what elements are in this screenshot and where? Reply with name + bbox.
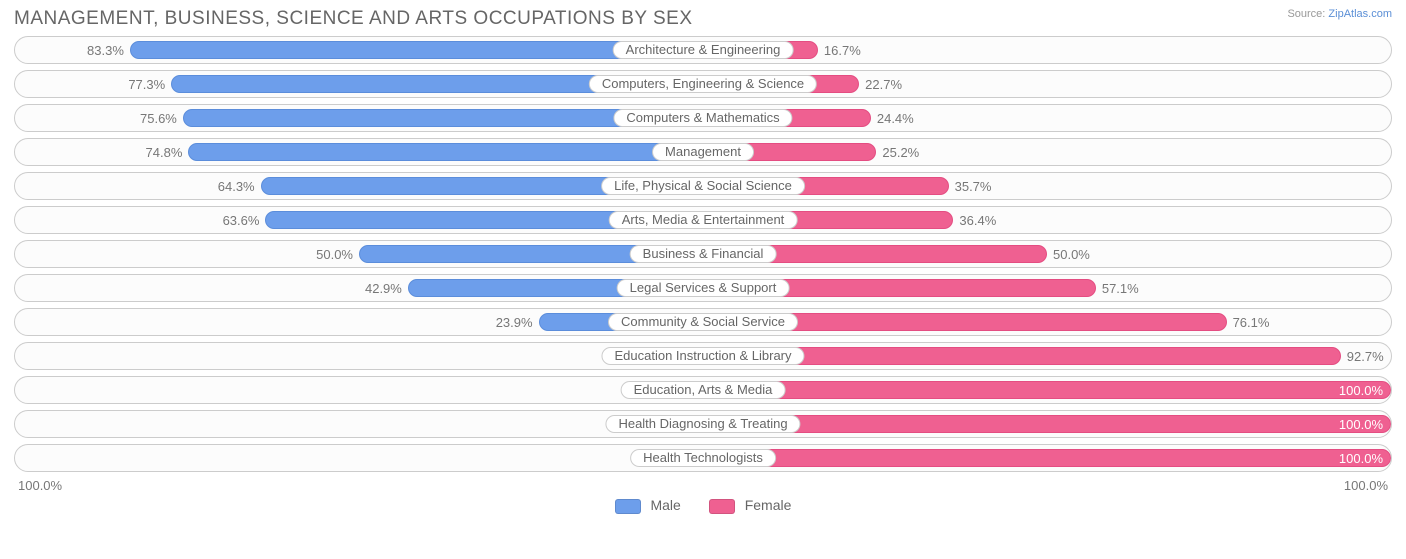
category-label: Life, Physical & Social Science (601, 177, 805, 195)
female-pct-label: 35.7% (949, 173, 992, 200)
chart-title: MANAGEMENT, BUSINESS, SCIENCE AND ARTS O… (14, 8, 693, 30)
category-label: Computers, Engineering & Science (589, 75, 817, 93)
occupations-by-sex-chart: 83.3% 16.7% Architecture & Engineering 77.3… (14, 36, 1392, 472)
chart-row: 42.9% 57.1% Legal Services & Support (14, 274, 1392, 302)
female-pct-label: 76.1% (1227, 309, 1270, 336)
chart-row: 0.0%100.0%Education, Arts & Media (14, 376, 1392, 404)
category-label: Computers & Mathematics (613, 109, 792, 127)
source-label: Source: (1287, 8, 1325, 20)
male-bar (188, 143, 703, 161)
category-label: Legal Services & Support (617, 279, 790, 297)
male-pct-label: 63.6% (223, 207, 266, 234)
female-pct-label: 25.2% (876, 139, 919, 166)
x-axis: 100.0% 100.0% (14, 478, 1392, 493)
chart-row: 7.3%92.7%Education Instruction & Library (14, 342, 1392, 370)
female-pct-label: 36.4% (953, 207, 996, 234)
male-pct-label: 77.3% (128, 71, 171, 98)
chart-row: 74.8% 25.2% Management (14, 138, 1392, 166)
category-label: Health Diagnosing & Treating (605, 415, 800, 433)
male-pct-label: 74.8% (146, 139, 189, 166)
axis-left-label: 100.0% (18, 478, 62, 493)
female-pct-label: 100.0% (1333, 445, 1383, 472)
source-attribution: Source: ZipAtlas.com (1287, 8, 1392, 20)
male-pct-label: 83.3% (87, 37, 130, 64)
chart-row: 63.6% 36.4% Arts, Media & Entertainment (14, 206, 1392, 234)
male-pct-label: 50.0% (316, 241, 359, 268)
category-label: Architecture & Engineering (613, 41, 794, 59)
female-pct-label: 100.0% (1333, 411, 1383, 438)
legend: Male Female (14, 497, 1392, 514)
female-pct-label: 22.7% (859, 71, 902, 98)
female-pct-label: 24.4% (871, 105, 914, 132)
legend-male-label: Male (650, 497, 680, 513)
source-link[interactable]: ZipAtlas.com (1328, 8, 1392, 20)
legend-male: Male (615, 497, 681, 514)
male-pct-label: 75.6% (140, 105, 183, 132)
chart-header: MANAGEMENT, BUSINESS, SCIENCE AND ARTS O… (14, 8, 1392, 30)
chart-row: 23.9% 76.1% Community & Social Service (14, 308, 1392, 336)
legend-swatch-female (709, 499, 735, 514)
legend-female: Female (709, 497, 792, 514)
female-pct-label: 57.1% (1096, 275, 1139, 302)
chart-row: 64.3% 35.7% Life, Physical & Social Scienc… (14, 172, 1392, 200)
chart-row: 0.0%100.0%Health Diagnosing & Treating (14, 410, 1392, 438)
category-label: Arts, Media & Entertainment (609, 211, 798, 229)
category-label: Health Technologists (630, 449, 776, 467)
category-label: Business & Financial (630, 245, 777, 263)
category-label: Education Instruction & Library (601, 347, 804, 365)
female-pct-label: 92.7% (1341, 343, 1384, 370)
male-pct-label: 23.9% (496, 309, 539, 336)
legend-swatch-male (615, 499, 641, 514)
chart-row: 83.3% 16.7% Architecture & Engineering (14, 36, 1392, 64)
category-label: Education, Arts & Media (621, 381, 786, 399)
female-bar (703, 415, 1391, 433)
female-pct-label: 50.0% (1047, 241, 1090, 268)
chart-row: 0.0%100.0%Health Technologists (14, 444, 1392, 472)
female-pct-label: 16.7% (818, 37, 861, 64)
chart-row: 50.0% 50.0% Business & Financial (14, 240, 1392, 268)
chart-row: 75.6% 24.4% Computers & Mathematics (14, 104, 1392, 132)
male-pct-label: 64.3% (218, 173, 261, 200)
female-bar (703, 449, 1391, 467)
female-bar (703, 381, 1391, 399)
category-label: Management (652, 143, 754, 161)
category-label: Community & Social Service (608, 313, 798, 331)
axis-right-label: 100.0% (1344, 478, 1388, 493)
legend-female-label: Female (745, 497, 792, 513)
male-pct-label: 42.9% (365, 275, 408, 302)
chart-row: 77.3% 22.7% Computers, Engineering & Scien… (14, 70, 1392, 98)
female-pct-label: 100.0% (1333, 377, 1383, 404)
